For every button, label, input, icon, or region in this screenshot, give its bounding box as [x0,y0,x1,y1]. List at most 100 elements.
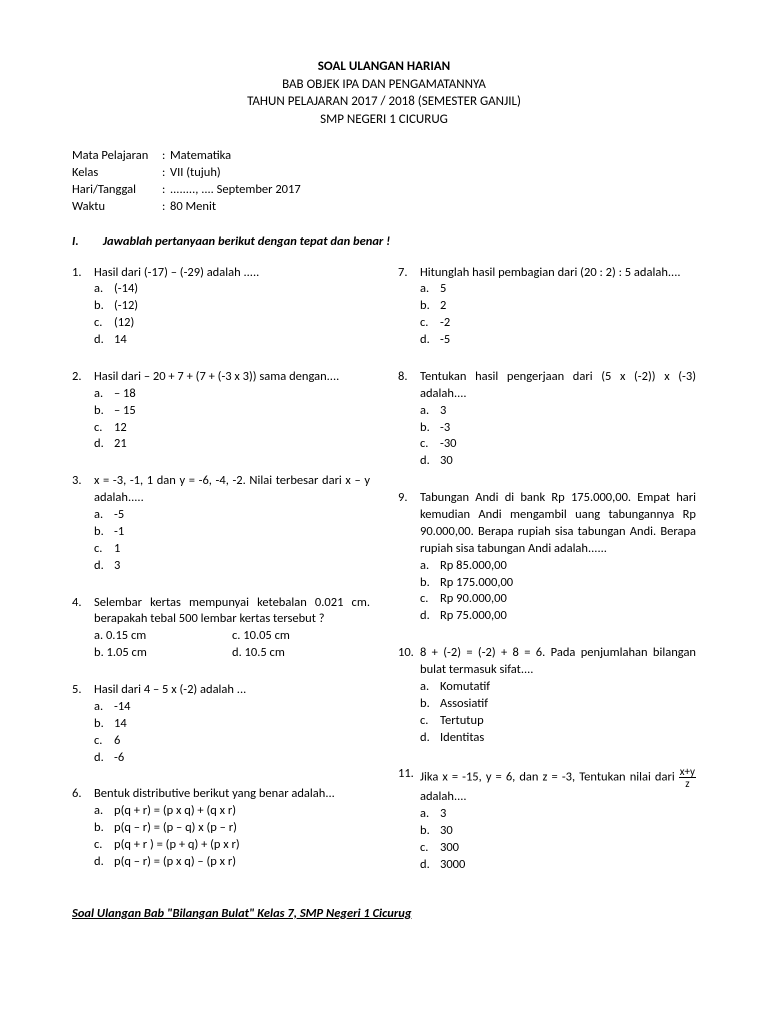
option-letter: d. [420,857,440,874]
option: b.(-12) [94,298,370,315]
option: a.3 [420,806,696,823]
option-text: p(q + r ) = (p + q) + (p x r) [114,837,240,854]
question-number: 7. [398,265,420,282]
option-text: Identitas [440,730,484,747]
question: 10.8 + (-2) = (-2) + 8 = 6. Pada penjuml… [398,645,696,746]
option: b.Assosiatif [420,696,696,713]
option-text: -3 [440,420,450,437]
option: b.30 [420,823,696,840]
option-letter: a. [420,558,440,575]
title-line-4: SMP NEGERI 1 CICURUG [72,111,696,129]
meta-value: 80 Menit [170,199,216,216]
option-text: 3 [440,806,446,823]
option: d.21 [94,436,370,453]
options: a.-5b.-1c.1d.3 [72,507,370,575]
option-letter: b. [94,716,114,733]
question-text: Hasil dari (-17) – (-29) adalah ..... [94,265,370,282]
option-text: p(q + r) = (p x q) + (q x r) [114,803,236,820]
option-text: 21 [114,436,127,453]
section-text: Jawablah pertanyaan berikut dengan tepat… [103,234,390,249]
option: d.p(q – r) = (p x q) – (p x r) [94,854,370,871]
question: 1.Hasil dari (-17) – (-29) adalah .....a… [72,265,370,349]
option-letter: d. [94,750,114,767]
question: 7. Hitunglah hasil pembagian dari (20 : … [398,265,696,349]
option-text: 30 [440,823,453,840]
question-number: 10. [398,645,420,679]
title-line-3: TAHUN PELAJARAN 2017 / 2018 (SEMESTER GA… [72,93,696,111]
option-letter: c. [94,733,114,750]
option-text: 12 [114,420,127,437]
option-letter: b. [420,575,440,592]
option: c.12 [94,420,370,437]
section-roman: I. [72,234,100,251]
option-text: -5 [440,332,450,349]
question-stem: 8. Tentukan hasil pengerjaan dari (5 x (… [398,369,696,403]
option: c.-2 [420,315,696,332]
option-letter: a. [420,679,440,696]
meta-colon: : [162,148,170,165]
option: b.Rp 175.000,00 [420,575,696,592]
option-text: -30 [440,436,457,453]
option-letter: b. [94,298,114,315]
option: a.3 [420,403,696,420]
meta-label: Waktu [72,199,162,216]
column-left: 1.Hasil dari (-17) – (-29) adalah .....a… [72,265,370,894]
meta-colon: : [162,182,170,199]
options: a.p(q + r) = (p x q) + (q x r)b.p(q – r)… [72,803,370,871]
option-letter: c. [94,541,114,558]
question: 2.Hasil dari – 20 + 7 + (7 + (-3 x 3)) s… [72,369,370,453]
option-letter: a. [94,803,114,820]
option-letter: b. [420,696,440,713]
option-letter: c. [420,436,440,453]
option-letter: a. [94,386,114,403]
question-text: Hasil dari – 20 + 7 + (7 + (-3 x 3)) sam… [94,369,370,386]
option-text: Rp 175.000,00 [440,575,513,592]
option-letter: d. [420,332,440,349]
exam-meta: Mata Pelajaran:MatematikaKelas:VII (tuju… [72,148,696,216]
option-letter: c. [94,315,114,332]
options: a.– 18b.– 15c.12d.21 [72,386,370,454]
question-stem: 5.Hasil dari 4 – 5 x (-2) adalah ... [72,682,370,699]
question-number: 6. [72,786,94,803]
question: 9.Tabungan Andi di bank Rp 175.000,00. E… [398,490,696,625]
question-stem: 4.Selembar kertas mempunyai ketebalan 0.… [72,595,370,629]
questions-columns: 1.Hasil dari (-17) – (-29) adalah .....a… [72,265,696,894]
option-text: 6 [114,733,120,750]
option: d.-6 [94,750,370,767]
document-header: SOAL ULANGAN HARIAN BAB OBJEK IPA DAN PE… [72,58,696,128]
option-text: -6 [114,750,124,767]
footer-text: Soal Ulangan Bab "Bilangan Bulat" Kelas … [72,906,696,923]
options: a.5b.2c.-2d.-5 [398,281,696,349]
question-text: Selembar kertas mempunyai ketebalan 0.02… [94,595,370,629]
option-letter: a. [94,699,114,716]
option-letter: b. [94,524,114,541]
option: a.p(q + r) = (p x q) + (q x r) [94,803,370,820]
question-stem: 7. Hitunglah hasil pembagian dari (20 : … [398,265,696,282]
question-stem: 10.8 + (-2) = (-2) + 8 = 6. Pada penjuml… [398,645,696,679]
question-number: 4. [72,595,94,629]
question-number: 11. [398,766,420,806]
options: a.Komutatifb.Assosiatifc.Tertutupd.Ident… [398,679,696,747]
option-letter: a. [94,281,114,298]
option-text: -2 [440,315,450,332]
option-letter: d. [94,558,114,575]
option-text: 1 [114,541,120,558]
option: a.-5 [94,507,370,524]
option-text: 3 [114,558,120,575]
meta-colon: : [162,165,170,182]
option: d.3 [94,558,370,575]
option-text: 2 [440,298,446,315]
option: a.Rp 85.000,00 [420,558,696,575]
option: d.-5 [420,332,696,349]
option: b. 1.05 cm [94,645,232,662]
option-letter: a. [94,507,114,524]
option-text: Rp 85.000,00 [440,558,507,575]
option: d.Identitas [420,730,696,747]
option-text: -5 [114,507,124,524]
section-instruction: I. Jawablah pertanyaan berikut dengan te… [72,234,696,251]
meta-row: Waktu:80 Menit [72,199,696,216]
option: c.1 [94,541,370,558]
option: d.Rp 75.000,00 [420,608,696,625]
option: d. 10.5 cm [232,645,370,662]
option-text: 300 [440,840,459,857]
